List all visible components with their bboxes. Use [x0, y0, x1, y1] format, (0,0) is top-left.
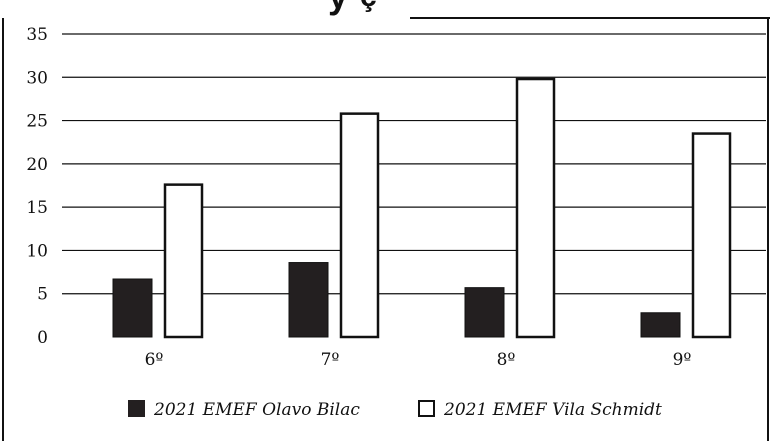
bar-olavo-bilac: [288, 262, 329, 338]
y-tick-label: 35: [26, 25, 48, 45]
x-tick-label: 7º: [321, 350, 340, 370]
bar-olavo-bilac: [640, 312, 681, 338]
y-tick-label: 5: [37, 285, 48, 305]
bar-vila-schmidt: [339, 112, 380, 339]
bar-vila-schmidt: [163, 183, 204, 339]
legend-label: 2021 EMEF Vila Schmidt: [443, 400, 662, 420]
y-tick-label: 0: [37, 328, 48, 348]
y-tick-label: 15: [26, 198, 48, 218]
chart-title-fragment: ç: [360, 0, 377, 13]
bar-vila-schmidt: [691, 132, 732, 339]
legend-label: 2021 EMEF Olavo Bilac: [153, 400, 360, 420]
x-tick-label: 8º: [497, 350, 516, 370]
y-axis-ticks: 0 5 10 15 20 25 30 35: [26, 25, 48, 348]
bar-olavo-bilac: [464, 287, 505, 338]
legend-swatch-olavo-bilac: [128, 400, 145, 417]
y-tick-label: 30: [26, 68, 48, 88]
legend: 2021 EMEF Olavo Bilac 2021 EMEF Vila Schm…: [128, 400, 662, 420]
y-tick-label: 25: [26, 112, 48, 132]
bar-vila-schmidt: [515, 77, 556, 339]
x-tick-label: 6º: [145, 350, 164, 370]
bars: [112, 77, 732, 339]
y-tick-label: 20: [26, 155, 48, 175]
y-tick-label: 10: [26, 241, 48, 261]
bar-olavo-bilac: [112, 278, 153, 338]
legend-swatch-vila-schmidt: [418, 400, 435, 417]
x-tick-label: 9º: [673, 350, 692, 370]
chart-title-fragment: y: [328, 0, 348, 16]
x-axis-ticks: 6º 7º 8º 9º: [145, 350, 692, 370]
